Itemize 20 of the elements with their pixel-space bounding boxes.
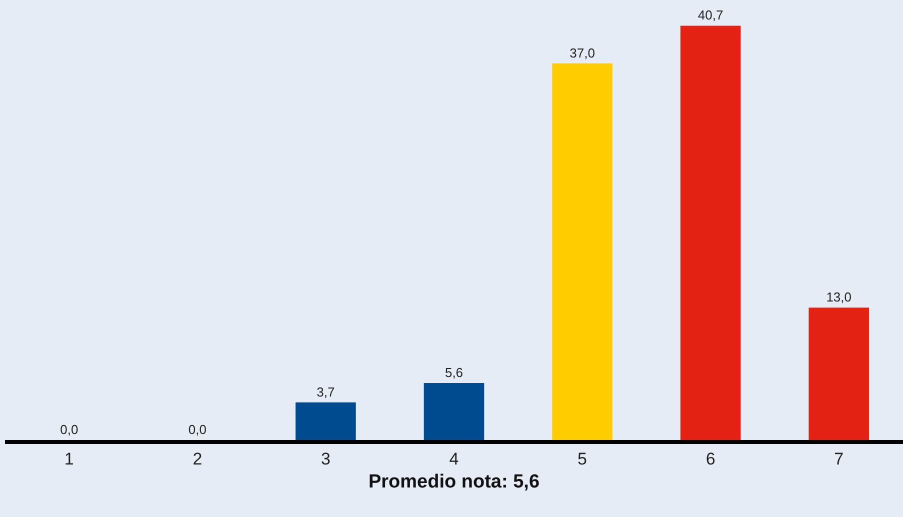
x-tick-label: 6 [706,449,716,468]
x-tick-label: 5 [578,449,588,468]
data-label: 0,0 [60,422,78,437]
bar [680,26,741,440]
data-label: 3,7 [316,384,335,400]
data-label: 37,0 [570,45,595,60]
x-tick-label: 3 [320,449,330,468]
bar [424,383,484,440]
bar [296,402,356,440]
x-tick-label: 2 [192,449,202,468]
x-tick-label: 7 [834,449,844,468]
data-label: 5,6 [444,365,464,380]
data-label: 40,7 [698,8,724,23]
data-label: 13,0 [826,290,852,305]
x-axis-title: Promedio nota: 5,6 [368,472,540,493]
x-tick-label: 4 [449,449,459,468]
bar [808,308,869,440]
data-label: 0,0 [188,422,206,437]
x-tick-label: 1 [64,449,74,468]
bar [552,63,612,440]
